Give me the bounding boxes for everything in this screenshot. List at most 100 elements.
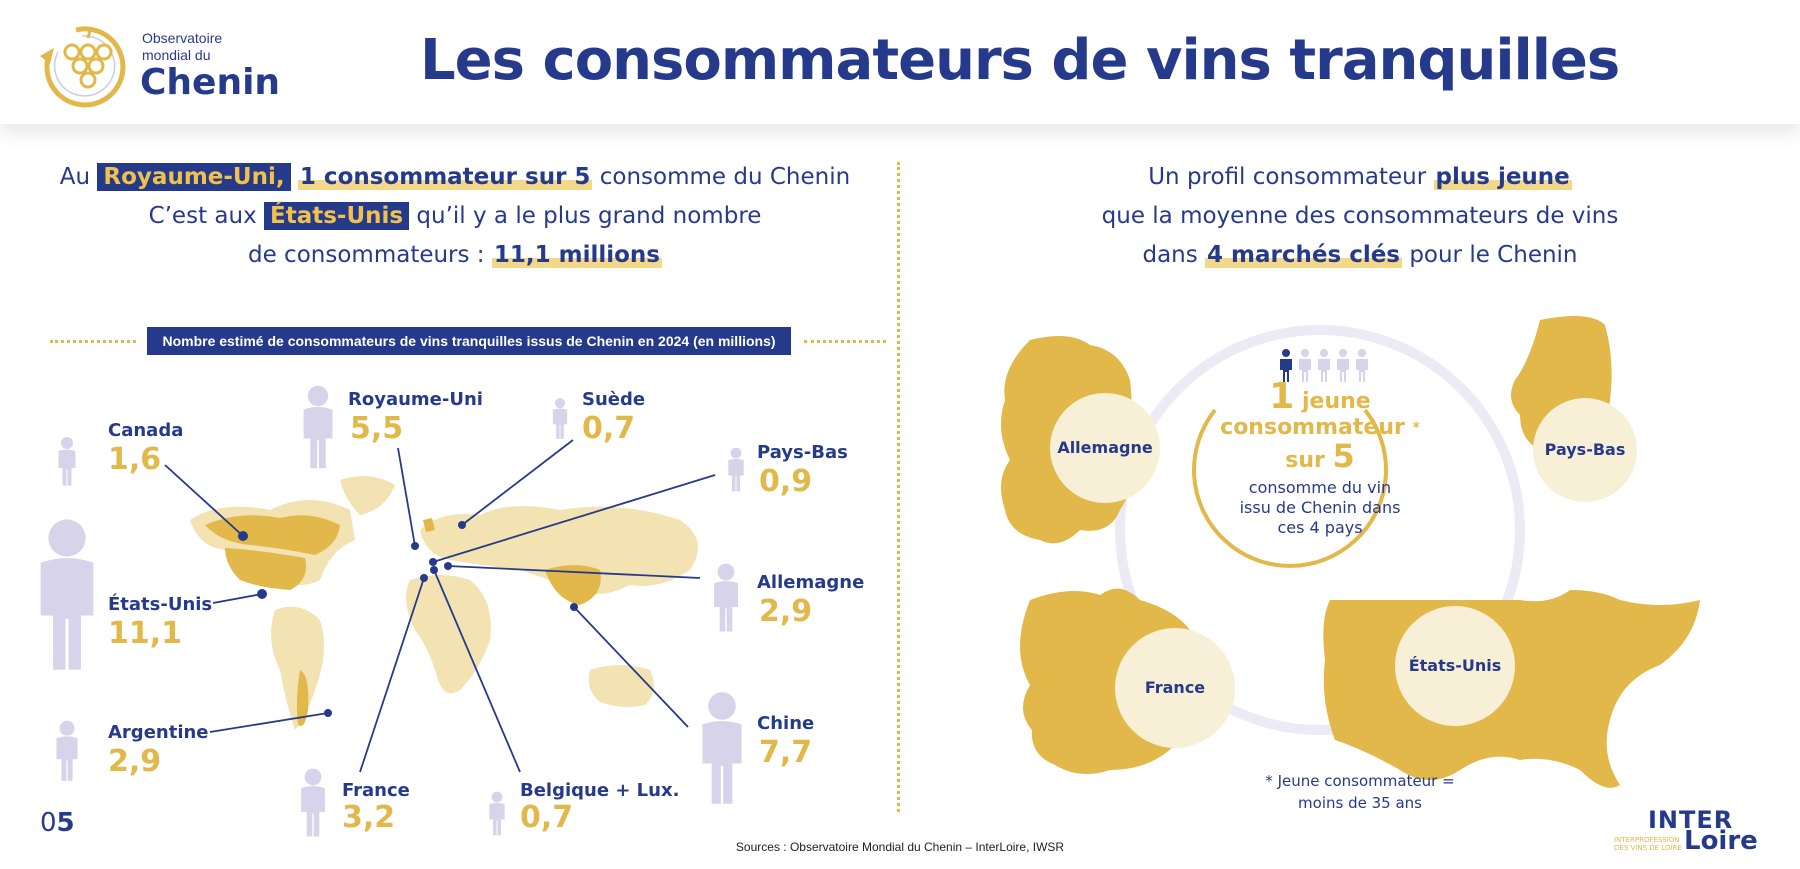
label-uk: Royaume-Uni [348, 389, 483, 410]
connector-france [359, 577, 425, 773]
banner-dots-left [50, 340, 136, 343]
label-netherlands: Pays-Bas [757, 442, 848, 463]
dot-belgium [430, 566, 438, 574]
logo-subtitle: Observatoire mondial du [142, 30, 223, 63]
value-france: 3,2 [342, 800, 396, 835]
intro-text: pour le Chenin [1409, 242, 1578, 268]
person-icon-argentina [56, 720, 78, 781]
dot-france [420, 574, 428, 582]
person-icon-sweden [552, 398, 568, 439]
dot-china [570, 603, 578, 611]
map-canada [205, 515, 340, 555]
footnote: * Jeune consommateur = moins de 35 ans [1250, 770, 1470, 814]
value-belgium: 0,7 [520, 800, 574, 835]
connector-canada [164, 464, 244, 537]
brand-sub: INTERPROFESSION DES VINS DE LOIRE [1614, 836, 1682, 852]
key-markets: 4 marchés clés [1205, 242, 1402, 268]
ratio-people [1280, 349, 1368, 382]
intro-text: dans [1142, 242, 1198, 268]
dot-sweden [458, 521, 466, 529]
intro-text: Au [59, 164, 91, 190]
intro-text: de consommateurs : [248, 242, 485, 268]
banner-dots-right [804, 340, 886, 343]
person-icon-uk [303, 385, 333, 469]
us-tag: États-Unis [264, 202, 410, 230]
left-intro-text: Au Royaume-Uni, 1 consommateur sur 5 con… [30, 158, 880, 275]
uk-ratio: 1 consommateur sur 5 [297, 164, 593, 190]
chart-title: Nombre estimé de consommateurs de vins t… [147, 327, 791, 355]
map-china [545, 565, 601, 605]
value-usa: 11,1 [108, 616, 183, 651]
ratio-person-icon [1280, 349, 1292, 382]
connector-usa [212, 593, 263, 604]
dot-canada [238, 531, 248, 541]
dot-argentina [324, 709, 332, 717]
center-arc [1192, 408, 1388, 568]
intro-text: qu’il y a le plus grand nombre [416, 203, 762, 229]
map-greenland [340, 476, 395, 515]
world-map [190, 476, 698, 730]
chenin-logo: Observatoire mondial du Chenin [36, 22, 296, 108]
shape-usa [1323, 590, 1700, 788]
young-profile-visual [1001, 316, 1700, 788]
market-label-netherlands: Pays-Bas [1544, 440, 1626, 459]
footnote-line: * Jeune consommateur = [1265, 772, 1455, 790]
ratio-word: jeune [1302, 389, 1371, 414]
connector-netherlands [432, 474, 716, 563]
header: Observatoire mondial du Chenin Les conso… [0, 0, 1800, 124]
person-icon-netherlands [728, 447, 744, 492]
footnote-line: moins de 35 ans [1298, 794, 1422, 812]
value-uk: 5,5 [350, 411, 404, 446]
intro-text: C’est aux [148, 203, 257, 229]
connector-belgium [433, 569, 521, 773]
map-south-america [271, 606, 324, 730]
person-icon-usa [40, 519, 94, 670]
label-argentina: Argentine [108, 722, 209, 743]
younger-profile: plus jeune [1433, 164, 1572, 190]
logo-name: Chenin [140, 62, 281, 103]
map-africa [406, 575, 491, 694]
page-num: 5 [56, 808, 75, 838]
market-label-france: France [1144, 678, 1206, 697]
label-germany: Allemagne [757, 572, 865, 593]
value-germany: 2,9 [759, 594, 813, 629]
map-connectors [164, 439, 716, 773]
uk-tag: Royaume-Uni, [97, 163, 291, 191]
connector-germany [447, 565, 701, 579]
brand-bottom: Loire [1684, 826, 1758, 856]
brand-top: INTER [1648, 806, 1734, 834]
intro-text: que la moyenne des consommateurs de vins [1101, 203, 1619, 229]
connector-sweden [461, 439, 574, 526]
connector-china [573, 606, 689, 728]
ratio-heading: 1 jeune consommateur * sur 5 consomme du… [1200, 379, 1440, 538]
value-canada: 1,6 [108, 442, 162, 477]
connector-uk [397, 447, 416, 547]
ratio-sur: sur [1285, 448, 1325, 473]
person-icon-canada [58, 437, 76, 486]
person-icon-china [702, 692, 742, 804]
label-china: Chine [757, 713, 815, 734]
map-argentina [296, 670, 309, 726]
page-number: 05 [40, 808, 75, 838]
value-netherlands: 0,9 [759, 464, 813, 499]
bubble-germany [1050, 393, 1160, 503]
value-sweden: 0,7 [582, 411, 636, 446]
ratio-person-icon [1356, 349, 1368, 382]
us-millions: 11,1 millions [491, 242, 662, 268]
column-divider [897, 162, 900, 812]
market-label-usa: États-Unis [1408, 656, 1502, 675]
ratio-desc: consomme du vin [1248, 478, 1392, 497]
bubble-netherlands [1533, 398, 1637, 502]
label-canada: Canada [108, 420, 184, 441]
ratio-person-icon [1337, 349, 1349, 382]
ring [1115, 325, 1525, 735]
brand-sub-line: INTERPROFESSION [1614, 836, 1680, 844]
interloire-logo: INTER Loire INTERPROFESSION DES VINS DE … [1612, 806, 1772, 858]
label-france: France [342, 780, 410, 801]
map-usa [225, 548, 306, 590]
person-icon-germany [714, 563, 738, 632]
dot-germany [444, 562, 452, 570]
bubble-usa [1395, 606, 1515, 726]
brand-sub-line: DES VINS DE LOIRE [1614, 844, 1682, 852]
ratio-desc: issu de Chenin dans [1239, 498, 1401, 517]
